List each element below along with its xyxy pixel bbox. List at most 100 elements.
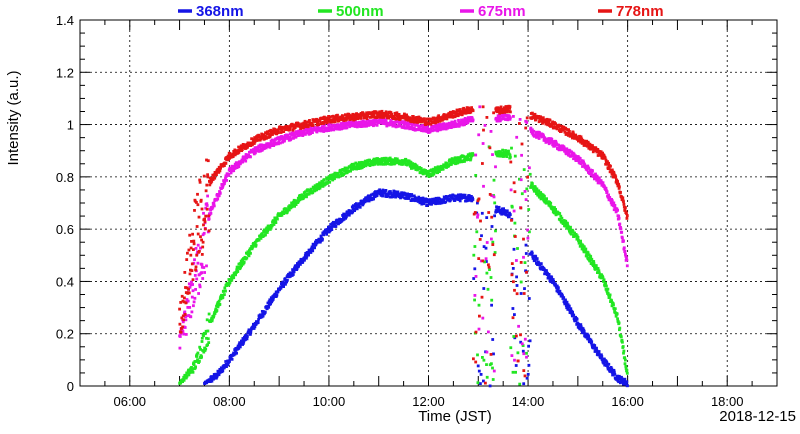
data-point (581, 141, 585, 145)
data-point (395, 114, 399, 118)
data-point (567, 151, 571, 155)
data-point (441, 167, 445, 171)
data-point (460, 118, 463, 122)
data-point (299, 263, 302, 266)
data-point (207, 229, 211, 233)
data-point (202, 223, 205, 227)
data-point (217, 373, 221, 377)
data-point (353, 207, 357, 211)
data-point (419, 116, 422, 120)
data-point (564, 223, 568, 227)
data-point (409, 122, 413, 125)
data-point (624, 358, 627, 362)
data-point (375, 123, 379, 127)
data-point (451, 159, 455, 162)
data-point (434, 196, 438, 200)
data-point (194, 268, 197, 272)
data-point (479, 259, 483, 263)
data-point (348, 124, 352, 127)
data-point (485, 350, 489, 354)
data-point (277, 127, 281, 131)
data-point (309, 251, 313, 254)
data-point (597, 350, 601, 353)
data-point (528, 230, 531, 234)
data-point (405, 197, 408, 200)
data-point (488, 193, 492, 196)
data-point (200, 271, 203, 274)
data-point (575, 317, 579, 321)
data-point (565, 226, 569, 230)
data-point (257, 133, 261, 137)
data-point (300, 257, 303, 261)
data-point (241, 160, 245, 164)
data-point (538, 195, 541, 199)
data-point (423, 200, 427, 204)
data-point (265, 231, 269, 234)
data-point (566, 153, 570, 157)
data-point (573, 156, 577, 160)
data-point (391, 124, 395, 128)
data-point (551, 206, 554, 210)
data-point (369, 119, 372, 123)
data-point (359, 125, 363, 128)
data-point (620, 375, 623, 379)
data-point (608, 295, 612, 299)
data-point (225, 179, 228, 182)
data-point (545, 269, 548, 272)
data-point (612, 369, 616, 373)
data-point (303, 254, 307, 257)
data-point (487, 211, 491, 214)
data-point (223, 178, 227, 182)
data-point (526, 372, 530, 376)
data-point (325, 176, 329, 180)
data-point (525, 376, 529, 380)
data-point (212, 173, 216, 177)
data-point (279, 286, 283, 290)
series-778nm (178, 104, 629, 385)
data-point (297, 129, 301, 133)
data-point (355, 207, 359, 211)
data-marks (178, 104, 629, 388)
data-point (487, 330, 490, 334)
data-point (253, 146, 257, 150)
data-point (616, 180, 619, 183)
data-point (267, 300, 271, 303)
data-point (361, 203, 365, 207)
data-point (315, 188, 318, 192)
data-point (195, 353, 199, 356)
data-point (466, 110, 470, 113)
data-point (510, 205, 514, 209)
data-point (555, 286, 558, 290)
data-point (189, 315, 193, 319)
data-point (218, 303, 222, 306)
data-point (473, 298, 476, 302)
data-point (575, 234, 579, 238)
data-point (494, 165, 497, 169)
data-point (245, 143, 249, 146)
data-point (489, 130, 493, 133)
data-point (474, 330, 478, 334)
data-point (606, 160, 609, 163)
data-point (216, 305, 220, 309)
data-point (542, 134, 545, 138)
data-point (404, 158, 408, 161)
data-point (249, 251, 252, 255)
data-point (503, 109, 507, 113)
data-point (457, 193, 460, 197)
data-point (294, 203, 298, 206)
data-point (410, 193, 414, 196)
data-point (240, 158, 244, 162)
data-point (492, 111, 495, 115)
data-point (192, 248, 195, 251)
data-point (419, 171, 422, 174)
data-point (249, 155, 252, 159)
data-point (435, 168, 439, 172)
data-point (553, 211, 557, 215)
data-point (223, 293, 226, 296)
data-point (210, 319, 214, 323)
data-point (325, 116, 329, 120)
data-point (305, 256, 308, 260)
data-point (436, 165, 440, 169)
data-point (236, 149, 240, 152)
data-point (269, 226, 273, 230)
